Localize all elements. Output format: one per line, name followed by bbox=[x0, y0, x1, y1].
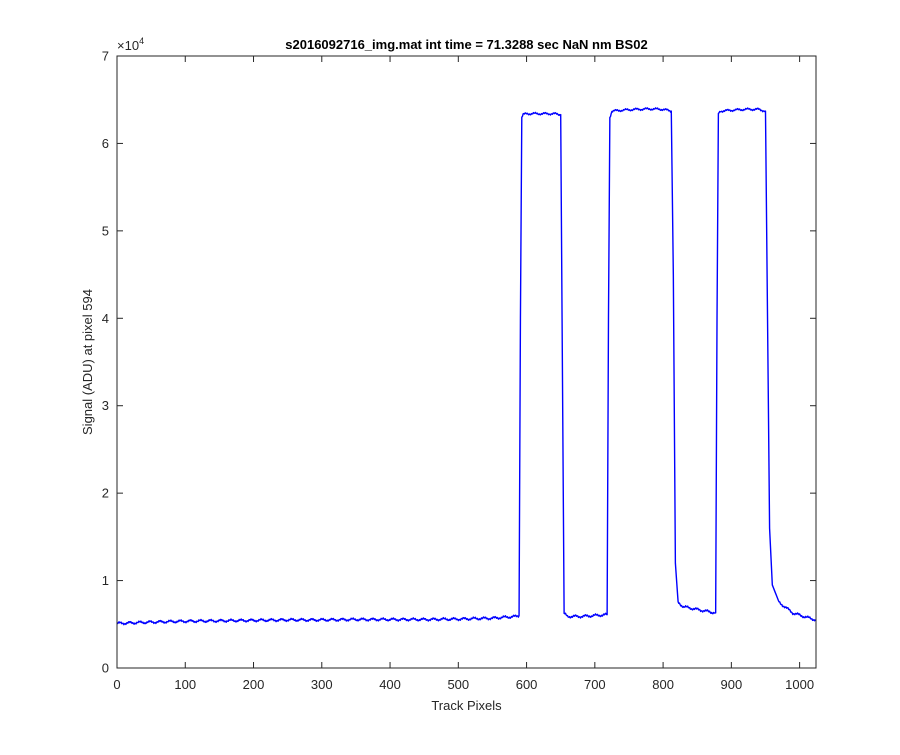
x-tick-label: 200 bbox=[243, 677, 265, 692]
series-line bbox=[116, 107, 817, 626]
y-exponent-label: ×104 bbox=[117, 36, 144, 53]
y-tick-label: 3 bbox=[102, 398, 109, 413]
x-tick-label: 900 bbox=[721, 677, 743, 692]
y-tick-label: 0 bbox=[102, 661, 109, 676]
x-tick-label: 600 bbox=[516, 677, 538, 692]
x-tick-label: 500 bbox=[447, 677, 469, 692]
x-tick-label: 800 bbox=[652, 677, 674, 692]
x-tick-label: 400 bbox=[379, 677, 401, 692]
y-tick-label: 4 bbox=[102, 311, 109, 326]
y-tick-label: 1 bbox=[102, 573, 109, 588]
x-tick-label: 0 bbox=[113, 677, 120, 692]
x-tick-label: 100 bbox=[174, 677, 196, 692]
chart-title: s2016092716_img.mat int time = 71.3288 s… bbox=[285, 37, 647, 52]
y-tick-label: 5 bbox=[102, 223, 109, 238]
x-tick-label: 300 bbox=[311, 677, 333, 692]
y-axis-label: Signal (ADU) at pixel 594 bbox=[80, 289, 95, 435]
y-tick-label: 2 bbox=[102, 486, 109, 501]
x-tick-label: 1000 bbox=[785, 677, 814, 692]
plot-area bbox=[117, 56, 816, 668]
x-axis-label: Track Pixels bbox=[431, 698, 502, 713]
y-tick-label: 6 bbox=[102, 136, 109, 151]
y-tick-label: 7 bbox=[102, 49, 109, 64]
x-tick-label: 700 bbox=[584, 677, 606, 692]
axes-box bbox=[116, 55, 817, 669]
